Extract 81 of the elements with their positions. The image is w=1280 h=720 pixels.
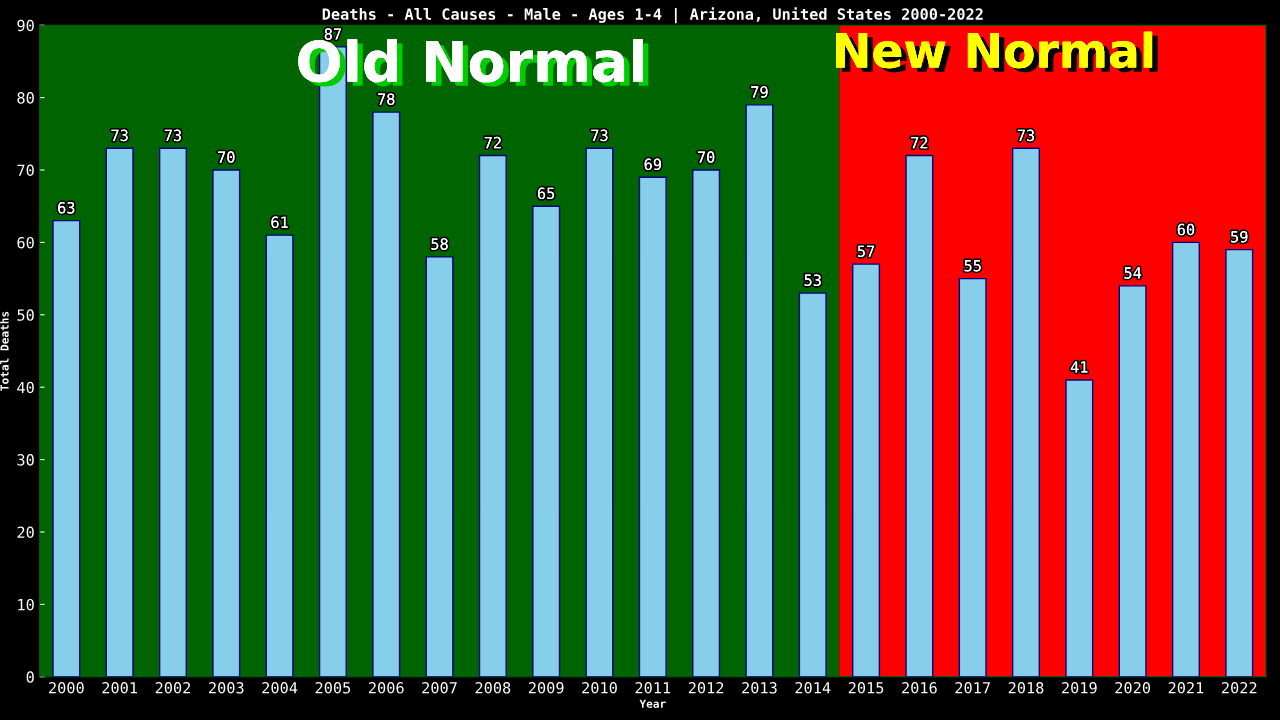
bar: [798, 292, 827, 677]
x-tick-label: 2008: [475, 682, 511, 694]
data-label: 53: [804, 274, 821, 286]
x-axis-title: Year: [639, 699, 666, 708]
bar: [1011, 147, 1041, 677]
bar: [1065, 379, 1094, 677]
x-tick-label: 2013: [742, 682, 777, 694]
y-tick-label: 40: [17, 381, 34, 394]
data-label: 70: [697, 151, 715, 163]
bar: [1225, 248, 1254, 677]
bar: [1171, 241, 1200, 677]
x-tick-label: 2005: [315, 682, 351, 694]
data-label: 73: [111, 129, 128, 142]
x-tick-label: 2010: [582, 682, 617, 694]
data-label: 41: [1070, 361, 1088, 373]
y-tick-label: 10: [18, 598, 34, 611]
x-tick-label: 2014: [795, 682, 831, 694]
bar: [372, 111, 401, 677]
bar: [212, 169, 241, 677]
y-tick-label: 20: [17, 526, 34, 539]
x-tick-label: 2002: [155, 682, 191, 694]
data-label: 72: [911, 136, 928, 149]
bar: [585, 147, 614, 677]
data-label: 54: [1124, 267, 1142, 279]
x-tick-label: 2001: [102, 682, 138, 694]
x-tick-label: 2018: [1008, 682, 1044, 694]
data-label: 87: [324, 28, 341, 40]
bar: [958, 277, 987, 677]
bar: [52, 219, 81, 677]
y-tick-label: 30: [17, 454, 34, 466]
bar: [638, 176, 667, 677]
bar: [105, 147, 134, 677]
y-tick-label: 0: [26, 671, 34, 683]
data-label: 59: [1231, 230, 1248, 243]
x-tick-label: 2012: [688, 682, 724, 694]
x-tick-label: 2011: [635, 682, 671, 694]
bar: [1118, 285, 1147, 677]
data-label: 73: [591, 129, 608, 142]
data-label: 63: [58, 202, 75, 214]
bar: [478, 154, 507, 677]
data-label: 57: [857, 245, 875, 257]
data-label: 73: [1017, 129, 1035, 142]
data-label: 73: [164, 129, 182, 142]
y-tick-label: 70: [17, 164, 34, 177]
data-label: 70: [218, 151, 235, 163]
bar: [745, 104, 774, 677]
x-tick-label: 2020: [1115, 682, 1151, 694]
x-tick-label: 2017: [955, 682, 990, 694]
data-label: 78: [378, 93, 395, 105]
x-tick-label: 2016: [902, 682, 937, 694]
bar: [425, 256, 454, 677]
y-tick-label: 80: [17, 92, 34, 104]
x-tick-label: 2000: [49, 682, 84, 694]
bar: [852, 263, 881, 677]
data-label: 55: [964, 260, 981, 272]
bar: [158, 147, 187, 677]
x-tick-label: 2006: [368, 682, 404, 694]
y-axis-title: Total Deaths: [0, 311, 9, 391]
bar: [692, 169, 721, 677]
data-label: 69: [644, 158, 661, 171]
x-tick-label: 2015: [848, 682, 884, 694]
data-label: 79: [751, 86, 768, 98]
x-tick-label: 2009: [528, 682, 564, 694]
bar: [265, 234, 294, 677]
x-tick-label: 2021: [1168, 682, 1204, 694]
x-tick-label: 2004: [262, 682, 298, 694]
x-tick-label: 2022: [1222, 682, 1257, 694]
data-label: 58: [431, 238, 448, 250]
bar: [905, 154, 934, 677]
bar: [532, 205, 561, 677]
data-label: 61: [271, 216, 288, 229]
data-label: 65: [537, 187, 555, 200]
x-tick-label: 2003: [209, 682, 244, 694]
y-tick-label: 50: [17, 309, 34, 321]
chart-title: Deaths - All Causes - Male - Ages 1-4 | Arizona, United States 2000-2022: [322, 7, 983, 24]
data-label: 60: [1177, 223, 1195, 236]
x-tick-label: 2019: [1062, 682, 1097, 694]
data-label: 72: [484, 136, 501, 149]
x-tick-label: 2007: [422, 682, 457, 694]
y-tick-label: 90: [17, 19, 34, 32]
y-tick-label: 60: [17, 236, 34, 249]
